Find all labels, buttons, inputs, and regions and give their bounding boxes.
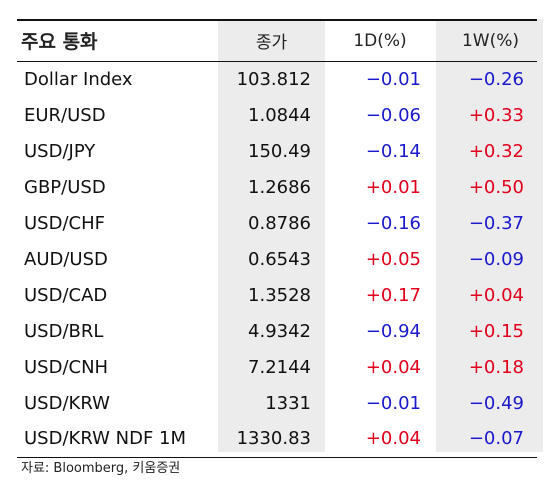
- table-row: Dollar Index 103.812 −0.01 −0.26: [17, 61, 537, 97]
- currency-name-cell: USD/CHF: [24, 212, 105, 234]
- table-header-row: 주요 통화 종가 1D(%) 1W(%): [17, 19, 537, 62]
- change-1d-cell: +0.01: [365, 176, 421, 198]
- change-1d-cell: −0.94: [365, 320, 421, 342]
- header-1d-change: 1D(%): [325, 19, 435, 62]
- change-1d-cell: −0.06: [365, 104, 421, 126]
- header-close: 종가: [218, 19, 325, 62]
- change-1w-cell: −0.07: [435, 421, 537, 458]
- change-1w-cell: +0.04: [468, 284, 524, 306]
- change-1w-cell: +0.33: [468, 104, 524, 126]
- source-note: 자료: Bloomberg, 키움증권: [21, 461, 181, 476]
- change-1w-cell: +0.50: [468, 176, 524, 198]
- table-row: USD/BRL 4.9342 −0.94 +0.15: [17, 313, 537, 349]
- close-price-cell: 103.812: [236, 68, 311, 90]
- table-row: USD/CNH 7.2144 +0.04 +0.18: [17, 349, 537, 385]
- header-currency: 주요 통화: [17, 19, 218, 62]
- currency-name-cell: USD/CAD: [24, 284, 108, 306]
- change-1d-cell: −0.16: [365, 212, 421, 234]
- change-1d-cell: −0.14: [365, 140, 421, 162]
- table-row: EUR/USD 1.0844 −0.06 +0.33: [17, 97, 537, 133]
- close-price-cell: 150.49: [248, 140, 311, 162]
- change-1d-cell: −0.01: [365, 68, 421, 90]
- change-1d-cell: +0.04: [365, 356, 421, 378]
- change-1w-cell: −0.09: [468, 248, 524, 270]
- close-price-cell: 4.9342: [248, 320, 311, 342]
- currency-name-cell: USD/KRW NDF 1M: [17, 421, 218, 458]
- table-row: USD/KRW 1331 −0.01 −0.49: [17, 385, 537, 421]
- change-1w-cell: −0.49: [468, 392, 524, 414]
- currency-name-cell: USD/KRW: [24, 392, 110, 414]
- close-column-shade: [218, 19, 325, 452]
- currency-name-cell: Dollar Index: [24, 68, 133, 90]
- currency-name-cell: USD/CNH: [24, 356, 109, 378]
- change-1d-cell: +0.05: [365, 248, 421, 270]
- close-price-cell: 1.2686: [248, 176, 311, 198]
- close-price-cell: 1331: [265, 392, 311, 414]
- change-1w-cell: +0.18: [468, 356, 524, 378]
- change-1w-cell: +0.15: [468, 320, 524, 342]
- table-row: USD/CHF 0.8786 −0.16 −0.37: [17, 205, 537, 241]
- currency-name-cell: USD/JPY: [24, 140, 96, 162]
- change-1d-cell: −0.01: [365, 392, 421, 414]
- close-price-cell: 1.3528: [248, 284, 311, 306]
- currency-name-cell: EUR/USD: [24, 104, 106, 126]
- currency-table: 주요 통화 종가 1D(%) 1W(%) Dollar Index 103.812…: [17, 19, 537, 458]
- table-row: USD/KRW NDF 1M 1330.83 +0.04 −0.07: [17, 421, 537, 458]
- close-price-cell: 7.2144: [248, 356, 311, 378]
- table-row: GBP/USD 1.2686 +0.01 +0.50: [17, 169, 537, 205]
- close-price-cell: 1330.83: [218, 421, 325, 458]
- table-row: USD/JPY 150.49 −0.14 +0.32: [17, 133, 537, 169]
- change-1d-cell: +0.17: [365, 284, 421, 306]
- change-1w-cell: −0.37: [468, 212, 524, 234]
- currency-name-cell: USD/BRL: [24, 320, 104, 342]
- close-price-cell: 0.8786: [248, 212, 311, 234]
- close-price-cell: 1.0844: [248, 104, 311, 126]
- close-price-cell: 0.6543: [248, 248, 311, 270]
- change-1w-cell: −0.26: [468, 68, 524, 90]
- change-1w-cell: +0.32: [468, 140, 524, 162]
- 1w-column-shade: [436, 19, 543, 452]
- table-row: USD/CAD 1.3528 +0.17 +0.04: [17, 277, 537, 313]
- currency-name-cell: AUD/USD: [24, 248, 108, 270]
- table-row: AUD/USD 0.6543 +0.05 −0.09: [17, 241, 537, 277]
- header-1w-change: 1W(%): [435, 19, 537, 62]
- currency-name-cell: GBP/USD: [24, 176, 106, 198]
- change-1d-cell: +0.04: [325, 421, 435, 458]
